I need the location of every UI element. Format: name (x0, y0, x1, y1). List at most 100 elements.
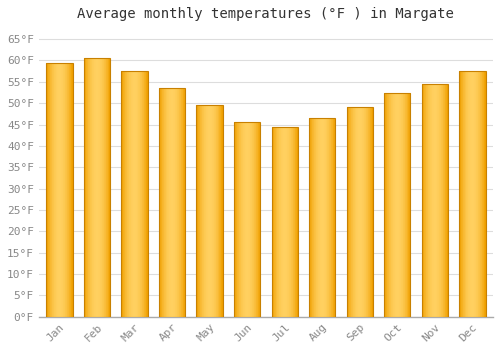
Bar (387, 92, 388, 317)
Bar (358, 107, 359, 317)
Bar (256, 122, 257, 317)
Bar (311, 118, 312, 317)
Bar (167, 88, 168, 317)
Bar (160, 88, 161, 317)
Bar (396, 92, 398, 317)
Bar (288, 127, 290, 317)
Bar (485, 71, 486, 317)
Bar (93, 58, 94, 317)
Bar (258, 122, 259, 317)
Bar (363, 107, 364, 317)
Bar (234, 122, 260, 317)
Bar (220, 105, 221, 317)
Bar (100, 58, 101, 317)
Bar (234, 122, 236, 317)
Bar (140, 71, 141, 317)
Bar (469, 71, 470, 317)
Bar (394, 92, 396, 317)
Bar (245, 122, 246, 317)
Bar (89, 58, 90, 317)
Bar (446, 84, 448, 317)
Bar (183, 88, 184, 317)
Bar (427, 84, 428, 317)
Bar (104, 58, 105, 317)
Bar (282, 127, 283, 317)
Bar (433, 84, 434, 317)
Bar (272, 127, 298, 317)
Bar (247, 122, 248, 317)
Bar (365, 107, 366, 317)
Bar (426, 84, 427, 317)
Bar (462, 71, 463, 317)
Bar (216, 105, 217, 317)
Bar (50, 63, 51, 317)
Bar (471, 71, 472, 317)
Bar (159, 88, 160, 317)
Bar (359, 107, 360, 317)
Bar (313, 118, 314, 317)
Bar (434, 84, 435, 317)
Bar (91, 58, 92, 317)
Bar (147, 71, 148, 317)
Bar (479, 71, 480, 317)
Bar (86, 58, 87, 317)
Bar (161, 88, 162, 317)
Bar (212, 105, 213, 317)
Bar (182, 88, 184, 317)
Bar (444, 84, 446, 317)
Bar (244, 122, 245, 317)
Bar (210, 105, 211, 317)
Bar (351, 107, 352, 317)
Bar (314, 118, 315, 317)
Bar (348, 107, 350, 317)
Bar (406, 92, 407, 317)
Bar (468, 71, 469, 317)
Bar (218, 105, 219, 317)
Bar (346, 107, 373, 317)
Bar (130, 71, 132, 317)
Bar (178, 88, 180, 317)
Bar (62, 63, 64, 317)
Bar (296, 127, 297, 317)
Bar (424, 84, 425, 317)
Bar (346, 107, 348, 317)
Bar (326, 118, 327, 317)
Bar (460, 71, 462, 317)
Bar (60, 63, 61, 317)
Bar (297, 127, 298, 317)
Bar (165, 88, 166, 317)
Bar (478, 71, 479, 317)
Bar (64, 63, 66, 317)
Bar (404, 92, 405, 317)
Bar (209, 105, 210, 317)
Bar (103, 58, 104, 317)
Bar (141, 71, 142, 317)
Bar (138, 71, 139, 317)
Bar (59, 63, 60, 317)
Bar (334, 118, 335, 317)
Bar (370, 107, 371, 317)
Bar (392, 92, 394, 317)
Bar (476, 71, 477, 317)
Bar (312, 118, 313, 317)
Bar (171, 88, 172, 317)
Bar (403, 92, 404, 317)
Bar (290, 127, 292, 317)
Bar (481, 71, 482, 317)
Bar (327, 118, 328, 317)
Bar (204, 105, 205, 317)
Bar (477, 71, 478, 317)
Bar (318, 118, 319, 317)
Bar (51, 63, 52, 317)
Bar (207, 105, 208, 317)
Bar (202, 105, 203, 317)
Bar (436, 84, 437, 317)
Bar (350, 107, 352, 317)
Bar (407, 92, 408, 317)
Bar (176, 88, 178, 317)
Bar (482, 71, 483, 317)
Bar (146, 71, 147, 317)
Bar (56, 63, 57, 317)
Bar (122, 71, 124, 317)
Bar (389, 92, 390, 317)
